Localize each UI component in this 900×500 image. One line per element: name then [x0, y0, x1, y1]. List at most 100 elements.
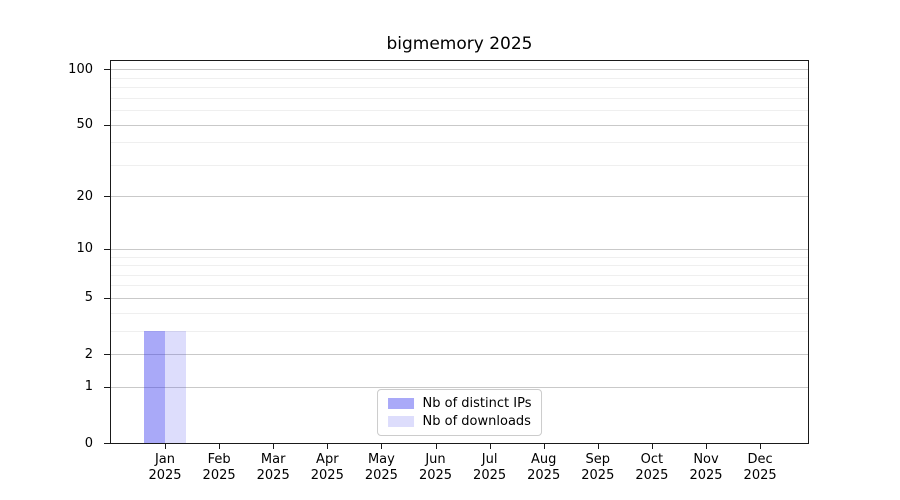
x-tick-label-year: 2025 [527, 468, 561, 483]
y-tick-mark [104, 386, 110, 388]
x-tick-mark [489, 444, 491, 449]
minor-gridline [111, 285, 808, 287]
x-tick-label: Feb 2025 [187, 452, 251, 484]
y-tick-label: 5 [84, 290, 93, 306]
minor-gridline [111, 274, 808, 276]
plot-area: Nb of distinct IPs Nb of downloads [110, 60, 809, 444]
minor-gridline [111, 109, 808, 111]
x-tick-label-month: Sep [585, 452, 611, 467]
right-spine [808, 60, 809, 444]
bottom-spine [110, 443, 809, 444]
minor-gridline [111, 265, 808, 266]
x-tick-label-month: Oct [640, 452, 664, 467]
x-tick-mark [543, 444, 545, 449]
legend-item-distinct-ips: Nb of distinct IPs [387, 396, 532, 411]
x-tick-label-month: Jan [154, 452, 176, 467]
y-tick-mark [104, 354, 110, 355]
x-tick-label: Jan 2025 [133, 452, 197, 484]
minor-gridline [111, 164, 808, 166]
x-tick-mark [651, 444, 653, 449]
x-tick-label: Mar 2025 [241, 452, 305, 484]
x-tick-label-year: 2025 [148, 468, 182, 483]
x-tick-label: Oct 2025 [620, 452, 684, 484]
x-tick-label: Jul 2025 [458, 452, 522, 484]
y-tick-label: 100 [68, 61, 93, 77]
major-gridline [111, 124, 808, 126]
y-tick-label: 1 [84, 379, 93, 395]
y-tick-mark [104, 248, 110, 250]
x-tick-label-year: 2025 [635, 468, 669, 483]
x-tick-label-year: 2025 [473, 468, 507, 483]
y-tick-mark [104, 443, 110, 444]
major-gridline [111, 69, 808, 71]
x-tick-label-year: 2025 [418, 468, 453, 483]
x-tick-mark [219, 444, 221, 449]
x-tick-label: Apr 2025 [295, 452, 359, 484]
legend-item-downloads: Nb of downloads [387, 414, 532, 429]
y-tick-label: 2 [84, 346, 93, 362]
y-tick-label: 20 [76, 188, 93, 204]
x-tick-label-month: Nov [693, 452, 719, 467]
legend-label-distinct-ips: Nb of distinct IPs [422, 396, 532, 411]
legend-label-downloads: Nb of downloads [422, 414, 531, 429]
x-tick-label-year: 2025 [581, 468, 615, 483]
x-tick-mark [760, 444, 762, 449]
y-tick-mark [104, 124, 110, 126]
x-tick-label: Jun 2025 [404, 452, 468, 484]
legend: Nb of distinct IPs Nb of downloads [376, 389, 543, 436]
x-tick-label-year: 2025 [256, 468, 290, 483]
x-tick-mark [165, 444, 166, 449]
x-tick-label-month: Apr [316, 452, 339, 467]
x-tick-label-month: Mar [260, 452, 286, 467]
x-tick-label-month: Feb [207, 452, 231, 467]
legend-swatch-downloads [387, 416, 414, 427]
major-gridline [111, 248, 808, 250]
x-tick-label: Dec 2025 [728, 452, 792, 484]
x-tick-mark [381, 444, 383, 449]
x-tick-mark [597, 444, 599, 449]
legend-swatch-distinct-ips [387, 398, 414, 409]
minor-gridline [111, 87, 808, 88]
x-tick-label: Sep 2025 [566, 452, 630, 484]
x-tick-label-month: Aug [530, 452, 557, 467]
x-tick-mark [706, 444, 707, 449]
major-gridline [111, 196, 808, 198]
left-spine [110, 60, 111, 444]
x-tick-mark [327, 444, 329, 449]
major-gridline [111, 354, 808, 355]
minor-gridline [111, 97, 808, 99]
chart-title: bigmemory 2025 [386, 34, 533, 54]
x-tick-mark [273, 444, 275, 449]
x-tick-label: Aug 2025 [512, 452, 576, 484]
x-tick-label-year: 2025 [310, 468, 344, 483]
x-tick-label-month: Jul [481, 452, 498, 467]
major-gridline [111, 297, 808, 299]
minor-gridline [111, 312, 808, 314]
x-tick-label-month: May [367, 452, 395, 467]
minor-gridline [111, 256, 808, 258]
bar-nb-of-downloads [165, 330, 186, 443]
minor-gridline [111, 77, 808, 79]
major-gridline [111, 386, 808, 388]
y-tick-label: 10 [76, 241, 93, 257]
y-tick-label: 0 [84, 435, 93, 451]
top-spine [110, 60, 809, 61]
bar-nb-of-distinct-ips [144, 330, 165, 443]
minor-gridline [111, 330, 808, 332]
x-tick-label-month: Dec [747, 452, 773, 467]
y-axis-tick-labels: 0 1 2 5 10 20 50 100 [0, 60, 102, 451]
x-tick-label-month: Jun [425, 452, 446, 467]
minor-gridline [111, 142, 808, 144]
x-tick-label: Nov 2025 [674, 452, 738, 484]
x-tick-label-year: 2025 [202, 468, 236, 483]
y-tick-mark [104, 297, 110, 299]
x-tick-mark [435, 444, 437, 449]
x-tick-label-year: 2025 [743, 468, 777, 483]
y-tick-mark [104, 69, 110, 71]
x-tick-label: May 2025 [349, 452, 413, 484]
y-tick-label: 50 [76, 117, 93, 132]
x-tick-label-year: 2025 [364, 468, 398, 483]
x-tick-label-year: 2025 [689, 468, 723, 483]
y-tick-mark [104, 196, 110, 198]
